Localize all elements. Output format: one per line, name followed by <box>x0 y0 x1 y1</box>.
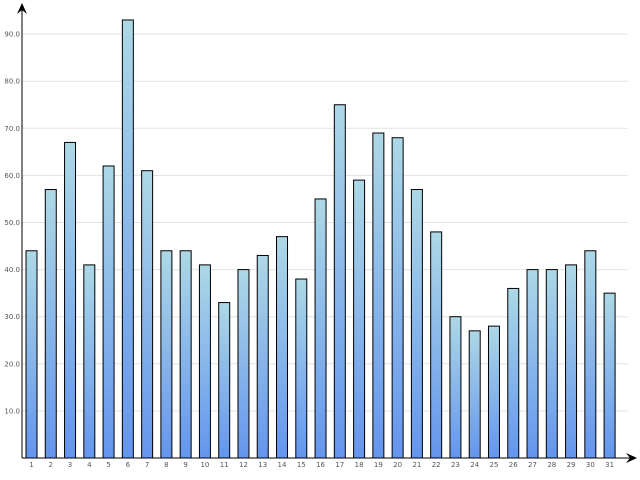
bar-1 <box>25 250 38 459</box>
y-tick-label: 30.0 <box>4 313 20 321</box>
bar-2 <box>44 189 57 459</box>
bar-21 <box>410 189 423 459</box>
x-tick-label: 22 <box>432 461 441 469</box>
x-tick-label: 1 <box>29 461 33 469</box>
x-tick-label: 3 <box>68 461 72 469</box>
bar-9 <box>179 250 192 459</box>
x-tick-label: 7 <box>145 461 149 469</box>
bar-22 <box>430 231 443 459</box>
x-tick-label: 28 <box>547 461 556 469</box>
bar-30 <box>584 250 597 459</box>
x-tick-label: 9 <box>183 461 187 469</box>
bar-29 <box>565 264 578 459</box>
x-tick-label: 25 <box>490 461 499 469</box>
y-tick-label: 10.0 <box>4 407 20 415</box>
bar-31 <box>603 292 616 459</box>
x-tick-label: 8 <box>164 461 168 469</box>
x-tick-label: 5 <box>106 461 110 469</box>
bar-24 <box>468 330 481 459</box>
x-tick-label: 10 <box>200 461 209 469</box>
bars <box>25 19 616 459</box>
x-tick-label: 19 <box>374 461 383 469</box>
bar-8 <box>160 250 173 459</box>
bar-13 <box>256 254 269 459</box>
x-tick-label: 23 <box>451 461 460 469</box>
bar-7 <box>141 170 154 459</box>
x-tick-label: 6 <box>126 461 131 469</box>
bar-6 <box>121 19 134 459</box>
x-tick-label: 24 <box>470 461 479 469</box>
bar-17 <box>333 104 346 459</box>
bar-3 <box>64 141 77 459</box>
axes <box>17 3 637 463</box>
x-tick-label: 4 <box>87 461 92 469</box>
x-tick-label: 20 <box>393 461 402 469</box>
bar-18 <box>353 179 366 459</box>
bar-28 <box>545 269 558 459</box>
bar-4 <box>83 264 96 459</box>
bar-23 <box>449 316 462 459</box>
x-tick-label: 21 <box>412 461 421 469</box>
bar-16 <box>314 198 327 459</box>
y-tick-label: 90.0 <box>4 31 20 39</box>
x-axis-arrow-icon <box>626 453 637 463</box>
x-tick-label: 18 <box>355 461 364 469</box>
bar-11 <box>218 302 231 459</box>
bar-10 <box>198 264 211 459</box>
bar-12 <box>237 269 250 459</box>
x-tick-label: 17 <box>335 461 344 469</box>
y-tick-label: 50.0 <box>4 219 20 227</box>
x-tick-label: 12 <box>239 461 248 469</box>
x-tick-label: 31 <box>605 461 614 469</box>
x-tick-label: 26 <box>509 461 518 469</box>
y-axis-arrow-icon <box>17 3 27 14</box>
y-tick-label: 70.0 <box>4 125 20 133</box>
x-axis-tick-labels: 1 2 3 4 5 6 7 8 9 10 11 12 13 14 15 16 17 18 19 20 21 22 23 24 2… <box>29 461 614 469</box>
bar-27 <box>526 269 539 459</box>
x-tick-label: 29 <box>567 461 576 469</box>
x-tick-label: 14 <box>278 461 287 469</box>
bar-20 <box>391 137 404 459</box>
x-tick-label: 11 <box>220 461 229 469</box>
x-tick-label: 27 <box>528 461 537 469</box>
bar-5 <box>102 165 115 459</box>
bar-26 <box>507 287 520 459</box>
y-tick-label: 20.0 <box>4 360 20 368</box>
bar-25 <box>487 325 500 459</box>
x-tick-label: 15 <box>297 461 306 469</box>
x-tick-label: 2 <box>49 461 53 469</box>
y-tick-label: 40.0 <box>4 266 20 274</box>
bar-19 <box>372 132 385 459</box>
bar-14 <box>276 236 289 459</box>
bar-15 <box>295 278 308 459</box>
y-tick-label: 60.0 <box>4 172 20 180</box>
x-tick-label: 30 <box>586 461 595 469</box>
y-tick-label: 80.0 <box>4 78 20 86</box>
y-axis-tick-labels: 10.0 20.0 30.0 40.0 50.0 60.0 70.0 80.0 90.0 <box>4 31 20 416</box>
x-tick-label: 13 <box>258 461 267 469</box>
x-tick-label: 16 <box>316 461 325 469</box>
